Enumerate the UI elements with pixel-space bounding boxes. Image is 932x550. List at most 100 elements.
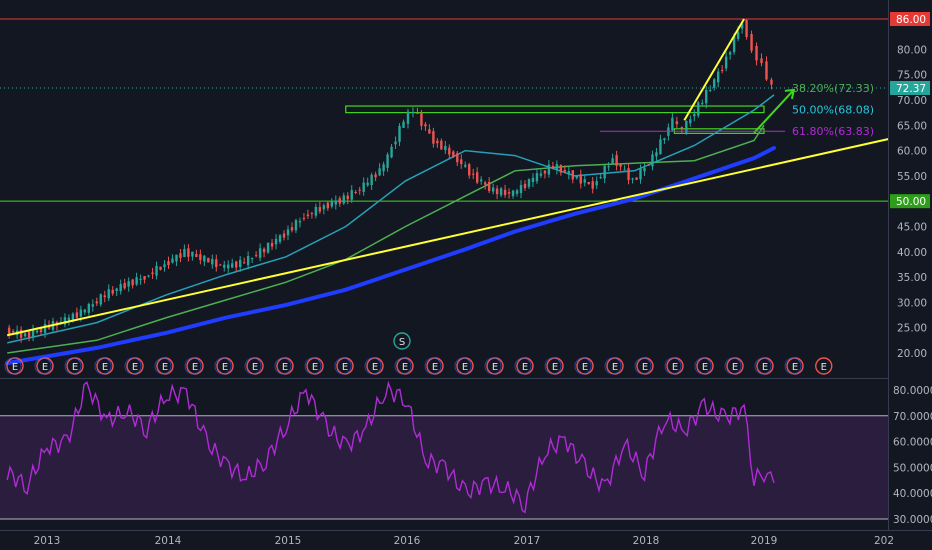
- earnings-label: E: [821, 362, 827, 373]
- ma-long-line: [5, 146, 776, 366]
- candle-body: [151, 272, 154, 275]
- rsi-tick-label: 70.0000: [893, 411, 932, 423]
- earnings-label: E: [432, 362, 438, 373]
- candle-body: [262, 248, 266, 253]
- candle-body: [563, 169, 567, 172]
- price-tick-label: 60.00: [897, 146, 927, 158]
- split-marker[interactable]: [393, 332, 411, 350]
- earnings-marker-ring: [784, 357, 802, 375]
- candle-body: [107, 289, 110, 299]
- candle-body: [693, 114, 696, 117]
- candle-body: [386, 154, 389, 168]
- candle-body: [330, 201, 334, 207]
- earnings-marker-ring: [544, 357, 562, 375]
- candle-body: [728, 52, 732, 55]
- candle-body: [338, 198, 341, 204]
- candle-body: [294, 220, 298, 231]
- price-tick-label: 35.00: [897, 272, 927, 284]
- candle-body: [472, 173, 475, 175]
- candle-body: [350, 190, 353, 200]
- candle-body: [432, 131, 435, 144]
- fib-label-0: 38.20%(72.33): [792, 82, 874, 95]
- price-tick-label: 45.00: [897, 221, 927, 233]
- ma-fast-line: [7, 94, 775, 344]
- rsi-tick-label: 60.0000: [893, 437, 932, 449]
- candle-body: [374, 174, 377, 178]
- candle-body: [91, 304, 95, 307]
- candle-body: [770, 79, 773, 85]
- candle-body: [290, 227, 294, 231]
- price-tick-label: 80.00: [897, 44, 927, 56]
- earnings-label: E: [102, 362, 108, 373]
- earnings-marker-ring: [94, 357, 112, 375]
- candle-body: [298, 220, 302, 223]
- candle-body: [491, 187, 495, 192]
- candle-body: [167, 261, 170, 266]
- candle-body: [531, 177, 535, 183]
- candle-body: [675, 121, 679, 125]
- candle-body: [476, 172, 479, 183]
- candle-body: [35, 330, 39, 333]
- earnings-label: E: [252, 362, 258, 373]
- earnings-label: E: [192, 362, 198, 373]
- earnings-marker-ring: [184, 357, 202, 375]
- candle-body: [43, 324, 47, 333]
- rsi-tick-label: 40.0000: [893, 488, 932, 500]
- resistance-badge: 86.00: [896, 14, 926, 26]
- candle-body: [647, 164, 650, 166]
- candle-body: [571, 170, 574, 180]
- candle-body: [697, 102, 700, 116]
- candle-body: [607, 166, 610, 168]
- candle-body: [689, 119, 692, 124]
- candle-body: [370, 174, 373, 186]
- candle-body: [716, 71, 720, 83]
- candle-body: [95, 301, 98, 304]
- candle-body: [99, 294, 102, 305]
- candle-body: [270, 242, 274, 247]
- trendline-1: [683, 18, 745, 121]
- candle-body: [411, 112, 415, 114]
- candle-body: [223, 264, 226, 268]
- time-tick-label: 2017: [514, 535, 541, 547]
- price-tick-label: 30.00: [897, 297, 927, 309]
- candle-body: [495, 188, 499, 195]
- candle-body: [27, 331, 31, 338]
- candle-body: [286, 229, 290, 236]
- candle-body: [306, 214, 310, 217]
- candle-body: [555, 164, 559, 170]
- zone-box-0: [345, 105, 765, 114]
- candle-body: [724, 56, 728, 69]
- price-panel[interactable]: 38.20%(72.33) 50.00%(68.08) 61.80%(63.83) E…: [0, 18, 894, 375]
- fib-label-2: 61.80%(63.83): [792, 125, 874, 138]
- earnings-marker-ring: [334, 357, 352, 375]
- candle-body: [765, 61, 768, 80]
- candle-body: [278, 235, 282, 242]
- candle-body: [460, 159, 463, 165]
- last-price-badge: 72.37: [896, 83, 926, 95]
- candle-body: [103, 295, 106, 298]
- candle-body: [79, 309, 83, 317]
- candle-body: [19, 329, 23, 338]
- candle-body: [619, 163, 622, 167]
- time-tick-label: 202: [874, 535, 894, 547]
- earnings-marker-ring: [604, 357, 622, 375]
- candle-body: [720, 70, 724, 72]
- earnings-label: E: [642, 362, 648, 373]
- earnings-label: E: [552, 362, 558, 373]
- candle-body: [464, 164, 467, 167]
- earnings-marker[interactable]: [815, 357, 833, 375]
- rsi-tick-label: 80.0000: [893, 385, 932, 397]
- earnings-label: E: [12, 362, 18, 373]
- candle-body: [750, 34, 753, 51]
- candle-body: [67, 317, 71, 321]
- rsi-panel[interactable]: [0, 380, 888, 520]
- candle-body: [623, 169, 626, 171]
- candle-body: [740, 23, 744, 29]
- candle-body: [713, 79, 716, 88]
- earnings-marker-ring: [394, 357, 412, 375]
- support-badge: 50.00: [896, 196, 926, 208]
- candle-body: [246, 255, 250, 266]
- candle-body: [627, 168, 630, 181]
- earnings-label: E: [222, 362, 228, 373]
